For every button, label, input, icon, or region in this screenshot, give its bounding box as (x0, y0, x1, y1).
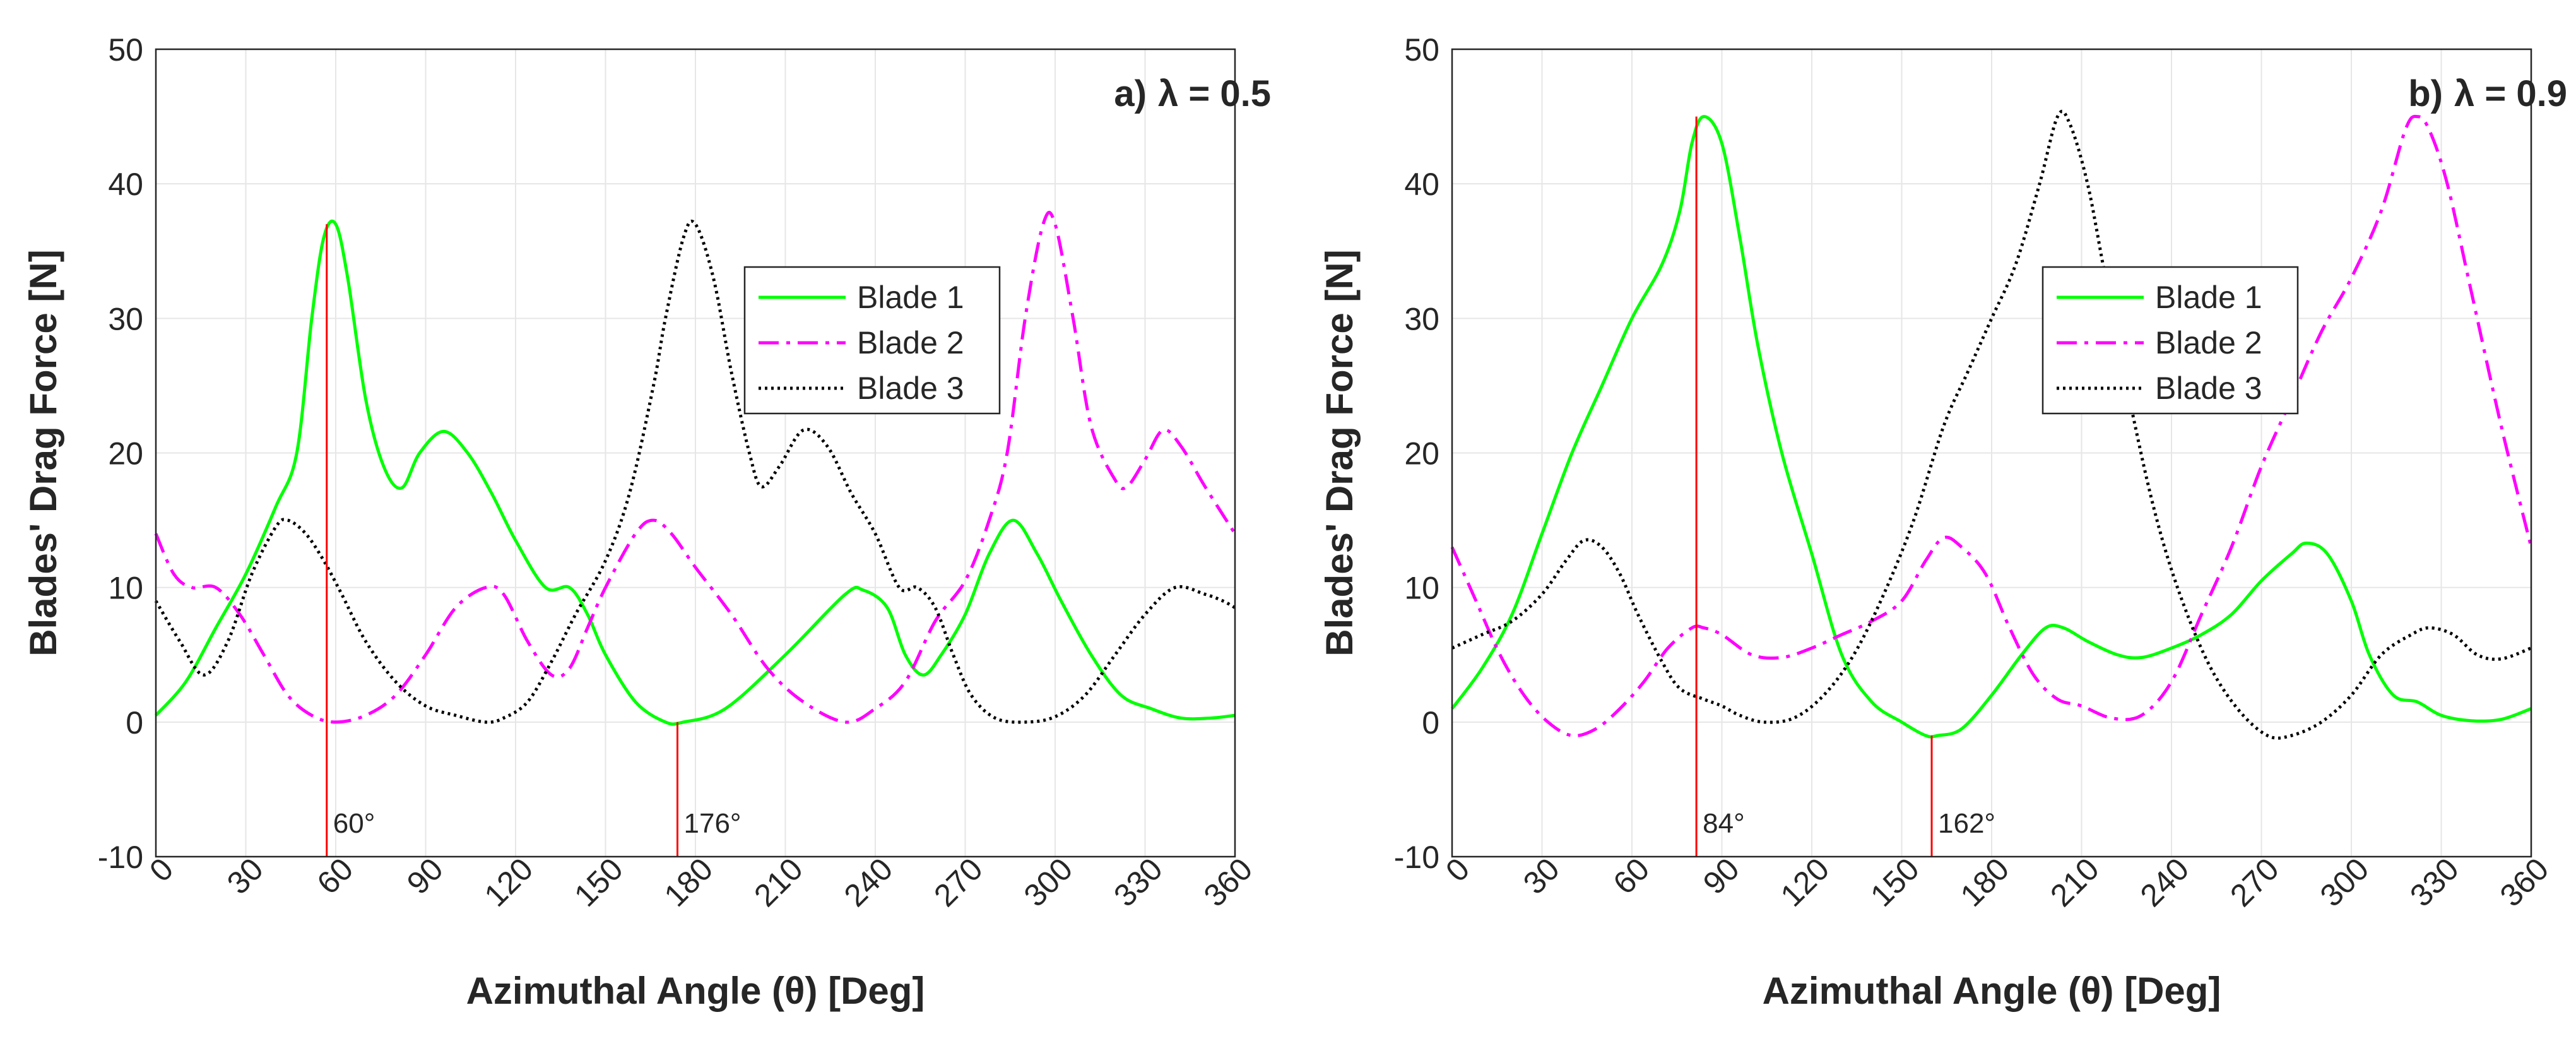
marker-label: 84° (1703, 808, 1745, 839)
y-tick-label: 30 (1404, 301, 1439, 336)
y-axis-label: Blades' Drag Force [N] (22, 249, 64, 656)
legend-entry-blade-3: Blade 3 (2155, 371, 2262, 406)
y-tick-label: 0 (126, 705, 143, 741)
x-tick-label: 180 (658, 851, 720, 913)
series-line-blade-3 (1451, 109, 2532, 740)
series-line-blade-1 (155, 219, 1236, 726)
x-axis-label: Azimuthal Angle (θ) [Deg] (1763, 970, 2221, 1012)
series-line-blade-3 (154, 219, 1236, 724)
marker-label: 162° (1938, 808, 1995, 839)
x-tick-label: 210 (747, 851, 810, 913)
y-tick-label: 10 (108, 571, 143, 606)
x-tick-label: 180 (1954, 851, 2016, 913)
legend-entry-blade-1: Blade 1 (2155, 280, 2262, 315)
y-tick-label: 20 (1404, 436, 1439, 472)
legend-entry-blade-2: Blade 2 (2155, 325, 2262, 360)
x-tick-label: 300 (1017, 851, 1080, 913)
x-tick-label: 330 (1107, 851, 1169, 913)
legend-box (2041, 266, 2299, 415)
x-tick-label: 210 (2043, 851, 2106, 913)
y-tick-label: 30 (108, 301, 143, 336)
marker-label: 176° (684, 808, 741, 839)
series-line-blade-1 (1450, 115, 2532, 739)
x-tick-label: 240 (837, 851, 900, 913)
y-axis-label: Blades' Drag Force [N] (1318, 249, 1361, 656)
panel-letter: a) (1114, 73, 1147, 114)
x-tick-label: 240 (2134, 851, 2196, 913)
marker-label: 60° (333, 808, 375, 839)
x-tick-label: 360 (1197, 851, 1260, 913)
x-tick-label: 60 (310, 851, 360, 901)
legend-entry-blade-3: Blade 3 (857, 371, 964, 406)
panel-letter: b) (2408, 73, 2443, 114)
y-tick-label: 20 (108, 436, 143, 472)
y-tick-label: 50 (1404, 32, 1439, 68)
legend-entry-blade-2: Blade 2 (857, 325, 964, 360)
y-tick-label: 10 (1404, 571, 1439, 606)
legend-entry-blade-1: Blade 1 (857, 280, 964, 315)
x-tick-label: 360 (2493, 851, 2556, 913)
y-tick-label: 40 (1404, 167, 1439, 202)
legend: Blade 1 Blade 2 Blade 3 (2041, 266, 2299, 415)
x-tick-label: 30 (220, 851, 270, 901)
y-tick-label: 0 (1422, 705, 1439, 741)
x-axis-label: Azimuthal Angle (θ) [Deg] (466, 970, 925, 1012)
y-tick-label: 40 (108, 167, 143, 202)
x-tick-label: 150 (567, 851, 630, 913)
legend: Blade 1 Blade 2 Blade 3 (743, 266, 1001, 415)
series-line-blade-2 (154, 210, 1237, 724)
x-tick-label: 270 (927, 851, 990, 913)
x-tick-label: 150 (1864, 851, 1926, 913)
axes-box (1451, 48, 2532, 858)
lambda-label: λ = 0.5 (1158, 73, 1271, 114)
y-tick-label: 50 (108, 32, 143, 68)
y-tick-label: -10 (1394, 840, 1439, 875)
x-tick-label: 60 (1606, 851, 1656, 901)
x-tick-label: 120 (1774, 851, 1836, 913)
x-tick-label: 90 (400, 851, 450, 901)
y-tick-label: -10 (98, 840, 143, 875)
x-tick-label: 120 (478, 851, 540, 913)
x-tick-label: 90 (1696, 851, 1746, 901)
legend-box (743, 266, 1001, 415)
x-tick-label: 30 (1516, 851, 1566, 901)
x-tick-label: 270 (2223, 851, 2286, 913)
x-tick-label: 330 (2403, 851, 2466, 913)
lambda-label: λ = 0.9 (2454, 73, 2567, 114)
axes-box (155, 48, 1236, 858)
x-tick-label: 300 (2313, 851, 2376, 913)
